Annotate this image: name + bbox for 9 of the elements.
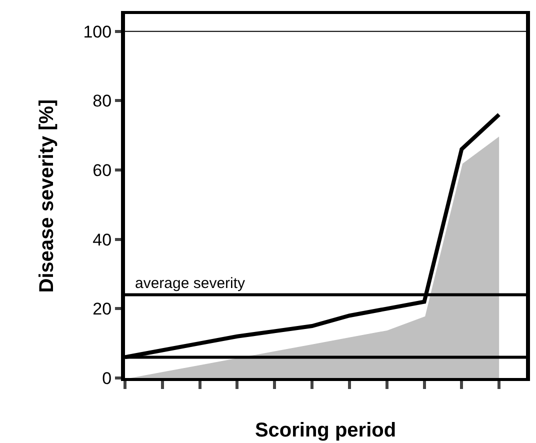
ref-line-label: average severity [135,275,246,292]
y-tick-label: 80 [92,92,112,111]
y-tick-label: 60 [92,160,112,180]
y-tick-label: 40 [92,230,112,250]
y-tick-label: 0 [102,368,112,388]
y-tick-label: 20 [92,300,112,319]
x-axis-title: Scoring period [254,420,396,442]
y-tick-label: 100 [83,22,112,42]
y-axis-title: Disease severity [%] [36,99,58,293]
